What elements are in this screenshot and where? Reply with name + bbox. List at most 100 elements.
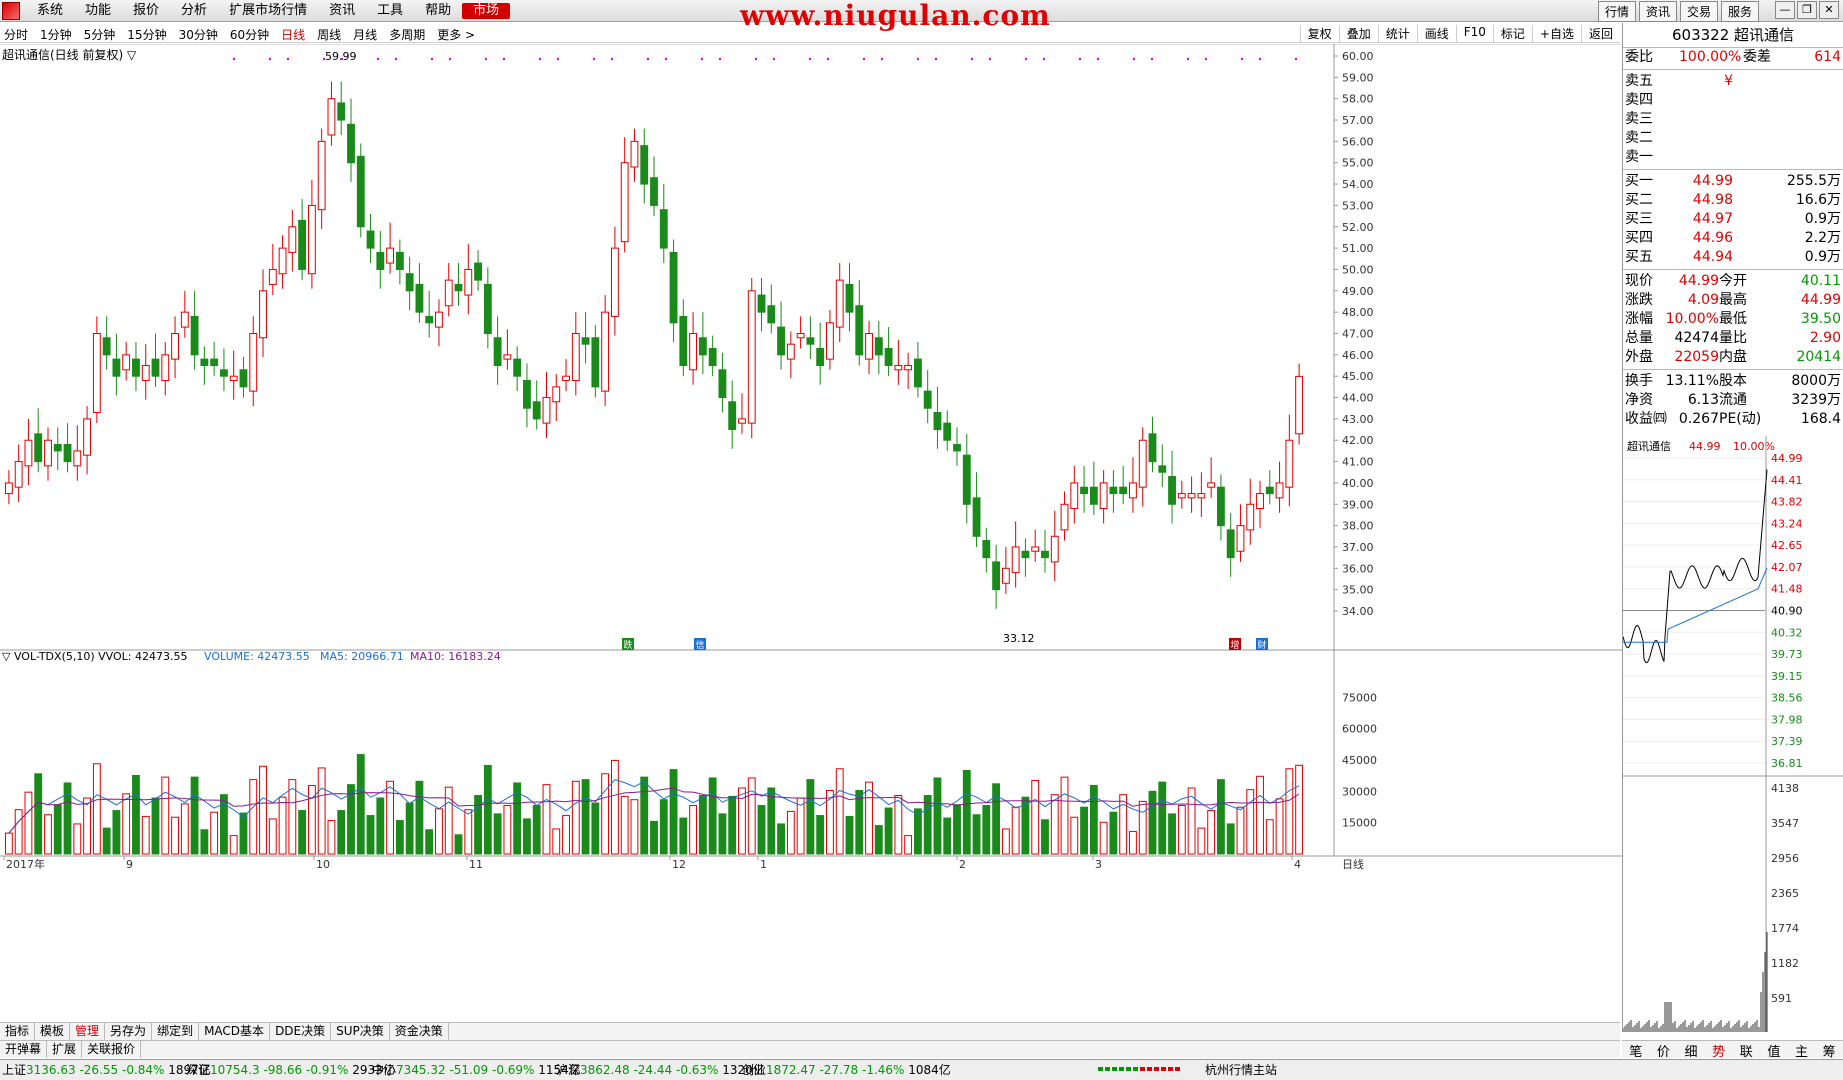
detail-tab[interactable]: 筹 — [1822, 1045, 1836, 1060]
detail-tab[interactable]: 联 — [1739, 1045, 1753, 1060]
signal-dot — [430, 57, 434, 61]
toolbar-button[interactable]: 复权 — [1299, 25, 1339, 42]
index-shanghai[interactable]: 上证3136.63 -26.55 -0.84% 1897亿 — [2, 1063, 211, 1077]
period-tab[interactable]: 月线 — [353, 28, 378, 42]
period-tab[interactable]: 5分钟 — [83, 28, 116, 42]
toolbar-button[interactable]: 标记 — [1492, 25, 1532, 42]
period-tab[interactable]: 15分钟 — [127, 28, 167, 42]
price-tick: 35.00 — [1342, 584, 1374, 597]
menu-item[interactable]: 功能 — [85, 3, 112, 18]
candle-body — [884, 347, 893, 367]
kline-chart[interactable]: 超讯通信(日线 前复权) ▽ 60.00 59.00 58.00 57.00 56.00… — [0, 44, 1622, 1022]
top-button[interactable]: 资讯 — [1638, 1, 1677, 22]
index-shenzhen[interactable]: 深证10754.3 -98.66 -0.91% 2933亿 — [186, 1063, 395, 1077]
toolbar-button[interactable]: 画线 — [1416, 25, 1456, 42]
extra-tab[interactable]: 关联报价 — [82, 1041, 142, 1058]
toolbar-button[interactable]: 叠加 — [1338, 25, 1378, 42]
ma10-label: MA10: 16183.24 — [410, 650, 501, 663]
menu-item[interactable]: 系统 — [37, 3, 64, 18]
detail-tab[interactable]: 势 — [1712, 1045, 1726, 1060]
stat-value: 0.267 — [1678, 411, 1719, 427]
detail-tab[interactable]: 细 — [1684, 1045, 1698, 1060]
candle-body — [796, 333, 805, 339]
period-tab[interactable]: 周线 — [317, 28, 342, 42]
server-name[interactable]: 杭州行情主站 — [1205, 1063, 1278, 1077]
candle-body — [63, 444, 72, 463]
top-button[interactable]: 行情 — [1597, 1, 1636, 22]
candle-body — [562, 375, 570, 381]
volume-bar — [738, 787, 746, 855]
signal-dot — [646, 57, 650, 61]
detail-tab[interactable]: 笔 — [1629, 1045, 1643, 1060]
stat-label: 流通 — [1719, 392, 1747, 408]
indicator-tab[interactable]: SUP决策 — [331, 1023, 390, 1040]
volume-bar — [1236, 806, 1245, 855]
stat-row: 现价 44.99 今开 40.11 — [1623, 272, 1843, 291]
candle-body — [317, 140, 326, 211]
close-icon[interactable]: ✕ — [1819, 1, 1839, 19]
candle-body — [630, 140, 639, 168]
period-tab[interactable]: 多周期 — [389, 28, 426, 42]
toolbar-button[interactable]: F10 — [1455, 25, 1493, 42]
indicator-tab[interactable]: 另存为 — [105, 1023, 153, 1040]
top-button[interactable]: 交易 — [1679, 1, 1718, 22]
volume-bar — [1285, 768, 1294, 855]
menu-item[interactable]: 资讯 — [329, 3, 356, 18]
restore-icon[interactable]: ❐ — [1797, 1, 1817, 19]
index-chinext[interactable]: 创业1872.47 -27.78 -1.46% 1084亿 — [742, 1063, 951, 1077]
candle-body — [190, 315, 199, 356]
period-tab[interactable]: 60分钟 — [229, 28, 270, 42]
indicator-tab[interactable]: 指标 — [0, 1023, 36, 1040]
volume-bar — [259, 765, 267, 855]
menu-item[interactable]: 工具 — [377, 3, 404, 18]
toolbar-button[interactable]: +自选 — [1531, 25, 1581, 42]
menu-item[interactable]: 帮助 — [425, 3, 452, 18]
detail-tab[interactable]: 主 — [1795, 1045, 1809, 1060]
detail-tab[interactable]: 值 — [1767, 1045, 1781, 1060]
detail-tab[interactable]: 价 — [1656, 1045, 1670, 1060]
intraday-mini-chart[interactable]: 超讯通信 44.99 10.00% 44.99 44.41 43.82 43.24 42… — [1622, 436, 1843, 1032]
price-tick: 58.00 — [1342, 93, 1374, 106]
indicator-tab[interactable]: MACD基本 — [199, 1023, 271, 1040]
menu-item[interactable]: 市场 — [462, 3, 511, 19]
indicator-tab[interactable]: 模板 — [35, 1023, 71, 1040]
top-button[interactable]: 服务 — [1720, 1, 1759, 22]
candle-body — [777, 326, 785, 356]
stat-value: 168.4 — [1800, 411, 1841, 427]
indicator-tab[interactable]: 资金决策 — [390, 1023, 449, 1040]
order-volume: 255.5万 — [1786, 173, 1841, 189]
extra-tab[interactable]: 开弹幕 — [0, 1041, 48, 1058]
signal-dot — [772, 57, 776, 61]
index-sme[interactable]: 中小7345.32 -51.09 -0.69% 1154亿 — [372, 1063, 581, 1077]
signal-dot — [232, 57, 236, 61]
toolbar-button[interactable]: 统计 — [1377, 25, 1417, 42]
candle-body — [982, 540, 991, 559]
menu-item[interactable]: 报价 — [133, 3, 160, 18]
stat-value: 4.09 — [1687, 292, 1719, 308]
stat-value: 8000万 — [1791, 373, 1841, 389]
indicator-tab[interactable]: 管理 — [70, 1023, 106, 1040]
extra-tab[interactable]: 扩展 — [47, 1041, 83, 1058]
index-hs300[interactable]: 沪深3862.48 -24.44 -0.63% 1320亿 — [556, 1063, 765, 1077]
event-marker-icon[interactable] — [1229, 638, 1241, 650]
event-marker-icon[interactable] — [694, 638, 706, 650]
indicator-tab[interactable]: 绑定到 — [152, 1023, 200, 1040]
period-tab[interactable]: 30分钟 — [178, 28, 218, 42]
price-tick: 47.00 — [1342, 328, 1374, 341]
menu-item[interactable]: 分析 — [181, 3, 208, 18]
volume-bar — [92, 763, 101, 855]
volume-bar — [913, 808, 922, 855]
mini-price-tick: 37.39 — [1771, 735, 1803, 748]
signal-dot — [1024, 57, 1028, 61]
period-tab[interactable]: 分时 — [4, 28, 29, 42]
menu-item[interactable]: 扩展市场行情 — [229, 3, 308, 18]
minimize-icon[interactable]: — — [1775, 1, 1795, 19]
period-tab[interactable]: 1分钟 — [40, 28, 72, 42]
toolbar-button[interactable]: 返回 — [1580, 25, 1620, 42]
event-marker-icon[interactable] — [1256, 638, 1268, 650]
event-marker-icon[interactable] — [622, 638, 634, 650]
period-tab[interactable]: 更多 > — [437, 28, 476, 42]
period-tab[interactable]: 日线 — [281, 28, 306, 42]
candle-body — [268, 268, 277, 285]
indicator-tab[interactable]: DDE决策 — [270, 1023, 332, 1040]
